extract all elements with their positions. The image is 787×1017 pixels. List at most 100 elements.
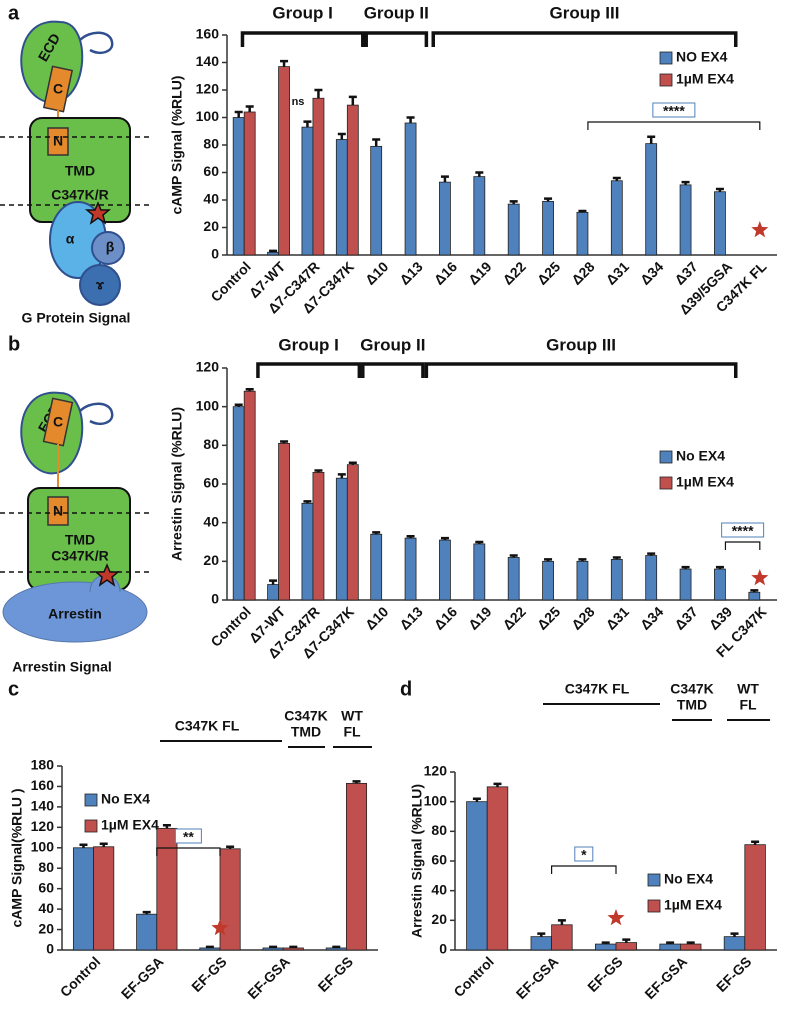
legend-label: NO EX4 bbox=[676, 49, 728, 65]
group-label: FL bbox=[739, 697, 757, 713]
bar bbox=[243, 111, 256, 256]
star bbox=[93, 563, 121, 587]
error-bar bbox=[751, 840, 760, 845]
group-bracket bbox=[240, 31, 365, 47]
x-tick-label: EF-GSA bbox=[641, 953, 690, 1002]
x-tick-label: Δ31 bbox=[603, 258, 633, 288]
y-tick-label: 100 bbox=[31, 838, 55, 854]
legend-swatch bbox=[659, 450, 673, 464]
x-tick-label: Δ10 bbox=[362, 603, 392, 633]
legend-label: 1µM EX4 bbox=[664, 897, 722, 913]
error-bar bbox=[269, 249, 278, 253]
group-label: WT bbox=[341, 708, 363, 724]
y-tick-label: 160 bbox=[31, 777, 55, 793]
x-tick-label: EF-GSA bbox=[513, 953, 562, 1002]
significance-label: **** bbox=[732, 523, 754, 539]
error-bar bbox=[372, 531, 381, 535]
n-domain bbox=[47, 496, 69, 526]
significance-bracket bbox=[724, 541, 761, 550]
x-tick-label: Δ28 bbox=[568, 258, 598, 288]
error-bar bbox=[440, 175, 449, 183]
bar bbox=[312, 97, 325, 256]
y-tick-label: 60 bbox=[38, 879, 54, 895]
bar bbox=[243, 390, 256, 601]
error-bar bbox=[162, 824, 171, 829]
y-tick-label: 80 bbox=[431, 822, 447, 838]
bar bbox=[748, 591, 761, 601]
c-domain bbox=[42, 397, 74, 447]
mutation-label: C347K/R bbox=[51, 548, 109, 564]
group-label: WT bbox=[737, 681, 759, 697]
error-bar bbox=[509, 554, 518, 558]
c-label: C bbox=[53, 81, 63, 97]
group-label: FL bbox=[343, 724, 361, 740]
bar bbox=[530, 936, 553, 951]
bar bbox=[576, 211, 589, 256]
x-tick-label: Δ28 bbox=[568, 603, 598, 633]
panel-label: d bbox=[400, 678, 412, 700]
error-bar bbox=[352, 780, 361, 784]
bar bbox=[278, 66, 290, 256]
error-bar bbox=[142, 910, 151, 915]
bar bbox=[156, 827, 178, 951]
y-tick-label: 80 bbox=[203, 136, 219, 152]
error-bar bbox=[578, 558, 587, 562]
legend-swatch bbox=[647, 899, 661, 913]
bar bbox=[507, 203, 520, 256]
y-axis-label: cAMP Signal (%RLU) bbox=[169, 76, 185, 215]
loop bbox=[79, 402, 114, 425]
diagram-g-protein: ECD C N TMD C347K/R α β ɤ G Protein Sign… bbox=[0, 20, 150, 326]
x-tick-label: Δ37 bbox=[671, 603, 701, 633]
diagram-arrestin: ECD C N TMD C347K/R Arrestin Arrestin Si… bbox=[0, 391, 150, 675]
x-tick-label: Δ16 bbox=[431, 258, 461, 288]
bar bbox=[714, 568, 726, 601]
y-tick-label: 80 bbox=[38, 859, 54, 875]
y-tick-label: 20 bbox=[431, 911, 447, 927]
bar bbox=[466, 801, 488, 951]
legend-swatch bbox=[659, 51, 673, 65]
x-tick-label: Δ34 bbox=[637, 258, 667, 288]
legend-label: 1µM EX4 bbox=[676, 474, 734, 490]
star bbox=[751, 569, 769, 586]
error-bar bbox=[269, 579, 278, 585]
significance-label: * bbox=[581, 847, 587, 863]
bar bbox=[335, 477, 348, 601]
y-tick-label: 80 bbox=[203, 436, 219, 452]
bar bbox=[507, 557, 520, 601]
group-label: C347K bbox=[670, 681, 714, 697]
bar bbox=[723, 936, 746, 951]
y-tick-label: 120 bbox=[196, 81, 220, 97]
group-label: Group I bbox=[278, 335, 338, 354]
error-bar bbox=[245, 388, 254, 392]
arrestin-label: Arrestin bbox=[48, 606, 102, 622]
significance-label: ** bbox=[183, 829, 194, 845]
legend-swatch bbox=[84, 793, 98, 807]
y-tick-label: 100 bbox=[196, 397, 220, 413]
error-bar bbox=[544, 558, 553, 562]
y-tick-label: 60 bbox=[431, 852, 447, 868]
error-bar bbox=[681, 565, 690, 570]
bar bbox=[219, 848, 241, 951]
error-bar bbox=[234, 403, 243, 407]
group-label: C347K FL bbox=[565, 681, 630, 697]
y-tick-label: 120 bbox=[196, 359, 220, 375]
x-tick-label: Δ34 bbox=[637, 603, 667, 633]
legend-label: No EX4 bbox=[101, 791, 150, 807]
bar bbox=[345, 782, 368, 951]
bar bbox=[370, 533, 383, 601]
y-tick-label: 140 bbox=[196, 53, 220, 69]
legend-swatch bbox=[659, 476, 673, 490]
panel-label: b bbox=[8, 333, 20, 355]
y-tick-label: 160 bbox=[196, 26, 220, 42]
y-axis-label: Arrestin Signal (%RLU) bbox=[169, 407, 185, 561]
legend-swatch bbox=[659, 73, 673, 87]
bar bbox=[232, 117, 245, 256]
tmd-label: TMD bbox=[65, 163, 95, 179]
group-bracket bbox=[431, 31, 738, 47]
y-tick-label: 140 bbox=[31, 798, 55, 814]
bar bbox=[551, 924, 573, 951]
y-tick-label: 60 bbox=[203, 163, 219, 179]
y-tick-label: 20 bbox=[38, 920, 54, 936]
group-label: TMD bbox=[677, 697, 707, 713]
y-tick-label: 20 bbox=[203, 552, 219, 568]
